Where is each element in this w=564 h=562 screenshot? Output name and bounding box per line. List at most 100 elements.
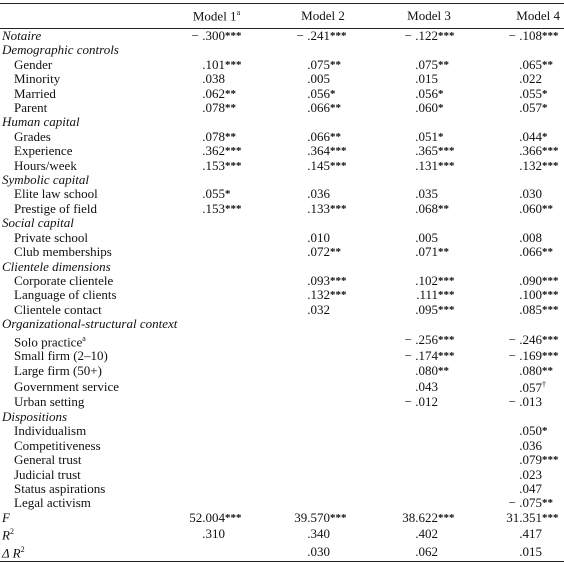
value-cell: − .246*** [492,332,564,350]
row-label: Clientele dimensions [0,258,564,274]
row-label: Human capital [0,115,564,129]
value-cell [175,231,280,245]
row-label: Elite law school [0,187,175,201]
coefficient: − .169 [508,348,542,364]
row-label: Legal activism [0,496,175,510]
coefficient: .365 [415,143,438,159]
significance: ** [330,130,341,143]
value-cell: .038 [175,71,280,86]
value-cell [280,378,388,395]
row-label: Clientele contact [0,302,175,317]
row-label: Grades [0,129,175,144]
significance: * [438,87,444,100]
row-item: Status aspirations .047 [0,481,564,496]
row-item: Language of clients .132*** .111*** .100*** [0,287,564,302]
row-heading: Dispositions [0,409,564,424]
value-cell: .056* [280,86,388,101]
value-cell: − .169*** [492,348,564,364]
value-cell [280,332,388,350]
row-heading: Organizational-structural context [0,316,564,331]
value-cell: .075** [388,57,492,72]
coefficient: − .256 [404,332,438,348]
coefficient: − .012 [404,394,438,410]
value-cell: .079*** [492,452,564,468]
row-label: Prestige of field [0,201,175,216]
significance: *** [330,30,347,42]
significance: ** [438,58,449,71]
value-cell [175,468,280,482]
value-cell [175,496,280,510]
significance: *** [225,145,242,158]
significance: *** [542,334,559,347]
row-heading: Human capital [0,115,564,129]
value-cell: .015 [388,71,492,86]
coefficient: .079 [519,452,542,468]
row-item: Solo practicea − .256*** − .246*** [0,332,564,350]
row-label: Large firm (50+) [0,363,175,378]
coefficient: .055 [202,186,225,202]
significance: *** [438,274,455,287]
row-label: Individualism [0,424,175,438]
row-label: Status aspirations [0,481,175,496]
coefficient: 52.004 [189,509,225,525]
label-sup: 2 [20,544,25,554]
value-cell [388,439,492,453]
coefficient: 39.570 [294,509,330,525]
table-header: Model 1a Model 2 Model 3 Model 4 [0,3,564,29]
value-cell [280,453,388,467]
coefficient: .085 [519,301,542,317]
label-text: Clientele dimensions [2,258,111,274]
significance: *** [542,30,559,42]
coefficient: .417 [519,525,542,541]
value-cell [280,395,388,409]
coefficient: .101 [202,56,225,72]
coefficient: .015 [519,543,542,559]
row-item: Small firm (2–10) − .174*** − .169*** [0,348,564,364]
label-text: Private school [14,229,89,245]
coefficient: .008 [519,229,542,245]
row-label: Demographic controls [0,43,564,57]
row-heading: Clientele dimensions [0,258,564,274]
value-cell: 39.570*** [280,509,388,525]
coefficient: − .013 [508,394,542,410]
value-cell: .080** [388,363,492,378]
column-header: Model 2 [280,4,388,29]
coefficient: .050 [519,423,542,439]
coefficient: .071 [415,244,438,260]
coefficient: .072 [307,244,330,260]
value-cell: .402 [388,525,492,543]
row-item: Hours/week .153*** .145*** .131*** .132*** [0,157,564,173]
significance: *** [438,511,455,524]
value-cell: .036 [492,438,564,453]
coefficient: .364 [307,143,330,159]
value-cell: .362*** [175,143,280,158]
coefficient: .080 [519,362,542,378]
label-text: Urban setting [14,394,85,410]
value-cell: .101*** [175,56,280,72]
row-label: Married [0,86,175,101]
significance: *** [330,202,347,215]
value-cell: .075** [280,57,388,72]
value-cell [388,468,492,482]
significance: ** [542,246,553,259]
row-label: Judicial trust [0,467,175,482]
value-cell: .062** [175,86,280,101]
value-cell: .047 [492,481,564,496]
value-cell: .050* [492,423,564,439]
significance: *** [542,289,559,302]
coefficient: .132 [519,157,542,173]
row-item: Parent .078** .066** .060* .057* [0,100,564,115]
coefficient: − .108 [508,28,542,43]
value-cell: 31.351*** [492,510,564,525]
value-cell: .085*** [492,301,564,317]
row-item: Private school .010 .005 .008 [0,229,564,245]
coefficient: .005 [307,71,330,87]
row-item: Competitiveness .036 [0,438,564,453]
row-item: Individualism .050* [0,423,564,439]
label-text: Notaire [2,28,42,43]
significance: *** [438,303,455,316]
value-cell [280,349,388,363]
row-item: Club memberships .072** .071** .066** [0,244,564,260]
row-label: Club memberships [0,244,175,259]
significance: *** [542,511,559,524]
